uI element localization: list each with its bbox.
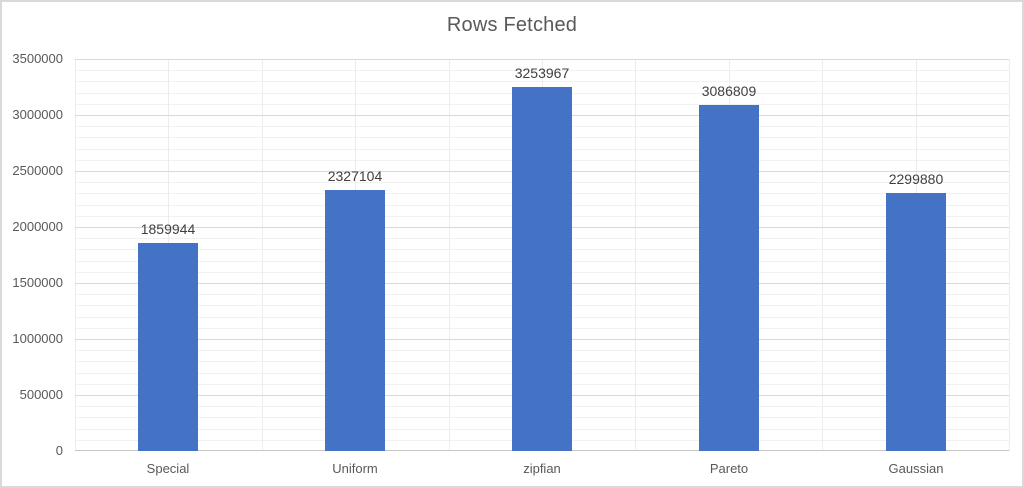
data-label-gaussian: 2299880 — [888, 171, 944, 187]
bar-zipfian — [512, 87, 572, 451]
vertical-gridline — [1009, 59, 1010, 451]
vertical-gridline — [822, 59, 823, 451]
y-tick-500000: 500000 — [19, 387, 63, 402]
data-label-special: 1859944 — [140, 221, 196, 237]
data-label-uniform: 2327104 — [327, 168, 383, 184]
y-tick-2500000: 2500000 — [12, 163, 63, 178]
y-tick-1000000: 1000000 — [12, 331, 63, 346]
plot-area — [75, 59, 1010, 451]
vertical-gridline — [75, 59, 76, 451]
data-label-zipfian: 3253967 — [514, 65, 570, 81]
x-tick-zipfian: zipfian — [523, 461, 561, 476]
chart-title: Rows Fetched — [446, 14, 578, 36]
x-tick-uniform: Uniform — [332, 461, 378, 476]
vertical-gridline — [262, 59, 263, 451]
bar-special — [138, 243, 198, 451]
y-tick-1500000: 1500000 — [12, 275, 63, 290]
data-label-pareto: 3086809 — [701, 83, 757, 99]
bar-pareto — [699, 105, 759, 451]
bar-uniform — [325, 190, 385, 451]
y-tick-0: 0 — [55, 443, 63, 458]
x-tick-pareto: Pareto — [709, 461, 749, 476]
y-tick-2000000: 2000000 — [12, 219, 63, 234]
y-tick-3000000: 3000000 — [12, 107, 63, 122]
vertical-gridline — [635, 59, 636, 451]
bar-gaussian — [886, 193, 946, 451]
y-tick-3500000: 3500000 — [12, 51, 63, 66]
x-tick-gaussian: Gaussian — [888, 461, 944, 476]
vertical-gridline — [449, 59, 450, 451]
major-gridline — [75, 59, 1009, 60]
x-tick-special: Special — [146, 461, 190, 476]
